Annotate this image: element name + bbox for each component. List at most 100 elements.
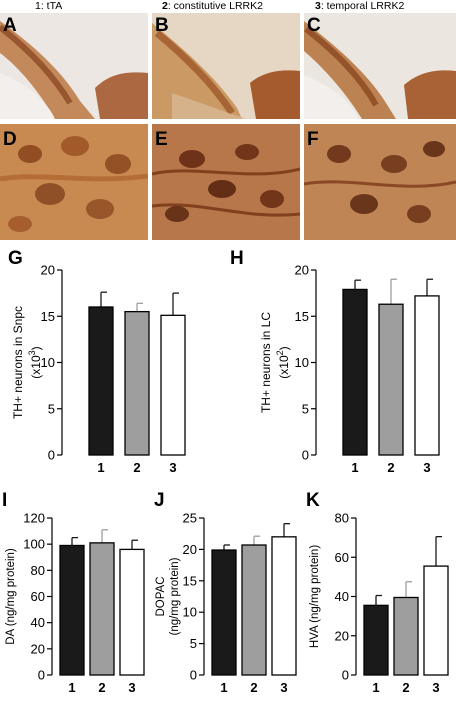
chart-i-bar-2	[89, 542, 115, 676]
chart-j-ytick-label-0: 0	[190, 668, 197, 683]
chart-k-ytick-label-0: 0	[342, 668, 349, 683]
chart-j-ytick-label-1: 5	[190, 636, 197, 651]
chart-i-panel-label: I	[2, 490, 7, 511]
chart-k-category-label-2: 2	[402, 680, 409, 695]
micrograph-b	[152, 13, 300, 119]
chart-k-bar-2	[393, 596, 419, 676]
chart-g-panel-label: G	[8, 250, 23, 269]
chart-g-bar-3	[160, 314, 186, 456]
chart-i-category-label-2: 2	[98, 680, 105, 695]
micrograph-d	[0, 124, 148, 240]
chart-g-bar-2	[124, 310, 150, 456]
chart-g-unit-exponent: 3	[27, 350, 37, 355]
chart-g-ytick-label-4: 20	[41, 263, 55, 278]
chart-h-ytick-label-2: 10	[295, 355, 309, 370]
chart-h-ylabel-unit: (x102)	[275, 346, 291, 378]
chart-k-panel-label: K	[306, 490, 320, 511]
chart-j-svg: J 0 5 10 15 20 25 1 2 3 DOPAC (ng/mg protein)	[154, 490, 297, 695]
chart-j-category-label-3: 3	[280, 680, 287, 695]
chart-g-ytick-label-0: 0	[48, 448, 55, 463]
header-col2-num: 2	[162, 0, 168, 12]
chart-h-unit-exponent: 2	[275, 350, 285, 355]
chart-j-category-label-1: 1	[220, 680, 227, 695]
chart-j-bar-3	[271, 536, 297, 676]
chart-k-ytick-label-1: 20	[335, 628, 349, 643]
panel-label-b: B	[155, 15, 169, 36]
micrograph-f	[304, 124, 456, 240]
chart-h-ylabel: TH+ neurons in LC	[259, 312, 273, 413]
chart-g-unit-close: )	[29, 346, 43, 350]
chart-k-ytick-label-4: 80	[335, 511, 349, 526]
chart-j-panel-label: J	[154, 490, 165, 511]
chart-i-bar-3	[119, 548, 145, 676]
chart-i-category-label-3: 3	[128, 680, 135, 695]
chart-g-category-label-3: 3	[169, 460, 176, 475]
chart-g-ylabel: TH+ neurons in Snpc	[11, 306, 25, 419]
micrograph-c	[304, 13, 456, 119]
micrograph-e	[152, 124, 300, 240]
chart-j-ytick-label-2: 10	[183, 605, 197, 620]
chart-i: I 0 20 40 60 80 100 120 1 2 3 DA (ng/mg protein)	[0, 488, 152, 701]
chart-g-ytick-label-2: 10	[41, 355, 55, 370]
chart-i-ytick-label-0: 0	[38, 668, 45, 683]
chart-h-category-label-2: 2	[387, 460, 394, 475]
chart-i-ytick-label-1: 20	[31, 641, 45, 656]
chart-g-category-label-2: 2	[133, 460, 140, 475]
chart-h-ytick-label-3: 15	[295, 309, 309, 324]
chart-k-bar-1	[363, 604, 389, 676]
header-col3-text: : temporal LRRK2	[320, 0, 405, 12]
chart-g: G 0 5 10 15 20 1 2 3 TH+ neurons in Snpc (x103)	[0, 248, 228, 475]
chart-k: K 0 20 40 60 80 1 2 3 HVA (ng/mg protein)	[304, 488, 456, 701]
header-col3: 3: temporal LRRK2	[315, 0, 404, 12]
chart-g-ytick-label-3: 15	[41, 309, 55, 324]
chart-i-ytick-label-3: 60	[31, 589, 45, 604]
chart-h-panel-label: H	[230, 250, 244, 269]
chart-h-ytick-label-0: 0	[302, 448, 309, 463]
chart-k-ytick-label-2: 40	[335, 589, 349, 604]
chart-h-unit-close: )	[277, 346, 291, 350]
panel-label-a: A	[3, 15, 17, 36]
chart-i-ytick-label-5: 100	[23, 537, 45, 552]
panel-label-f: F	[307, 129, 319, 150]
chart-h-bar-2	[378, 303, 404, 456]
micrograph-a	[0, 13, 148, 119]
header-col1-text: : tTA	[40, 0, 63, 12]
chart-i-svg: I 0 20 40 60 80 100 120 1 2 3 DA (ng/mg protein)	[2, 490, 145, 695]
header-col1-num: 1	[35, 0, 41, 12]
chart-h-ytick-label-1: 5	[302, 401, 309, 416]
chart-k-category-label-3: 3	[432, 680, 439, 695]
chart-k-ytick-label-3: 60	[335, 550, 349, 565]
chart-j-ylabel-line2: (ng/mg protein)	[169, 557, 181, 635]
chart-k-bar-3	[423, 565, 449, 676]
chart-j-category-label-2: 2	[250, 680, 257, 695]
header-col1: 1: tTA	[35, 0, 62, 12]
chart-i-bar-1	[59, 544, 85, 676]
chart-i-ytick-label-4: 80	[31, 563, 45, 578]
chart-h: H 0 5 10 15 20 1 2 3 TH+ neurons in LC (x102)	[228, 248, 456, 475]
chart-k-ylabel: HVA (ng/mg protein)	[309, 545, 321, 649]
chart-i-ytick-label-2: 40	[31, 615, 45, 630]
chart-i-category-label-1: 1	[68, 680, 75, 695]
chart-h-category-label-1: 1	[351, 460, 358, 475]
chart-k-svg: K 0 20 40 60 80 1 2 3 HVA (ng/mg protein)	[306, 490, 449, 695]
header-col2: 2: constitutive LRRK2	[162, 0, 263, 12]
chart-j-bar-2	[241, 544, 267, 676]
chart-j-bar-1	[211, 549, 237, 676]
chart-j: J 0 5 10 15 20 25 1 2 3 DOPAC (ng/mg protein)	[152, 488, 304, 701]
chart-g-ytick-label-1: 5	[48, 401, 55, 416]
chart-h-ytick-label-4: 20	[295, 263, 309, 278]
panel-label-c: C	[307, 15, 321, 36]
chart-i-ylabel: DA (ng/mg protein)	[5, 548, 17, 645]
chart-h-bar-3	[414, 295, 440, 456]
chart-j-ytick-label-3: 15	[183, 573, 197, 588]
panel-label-d: D	[3, 129, 17, 150]
chart-g-bar-1	[88, 306, 114, 456]
chart-i-ytick-label-6: 120	[23, 511, 45, 526]
chart-k-category-label-1: 1	[372, 680, 379, 695]
header-col3-num: 3	[315, 0, 321, 12]
chart-g-ylabel-unit: (x103)	[27, 346, 43, 378]
chart-j-ytick-label-4: 20	[183, 542, 197, 557]
chart-h-bar-1	[342, 288, 368, 456]
